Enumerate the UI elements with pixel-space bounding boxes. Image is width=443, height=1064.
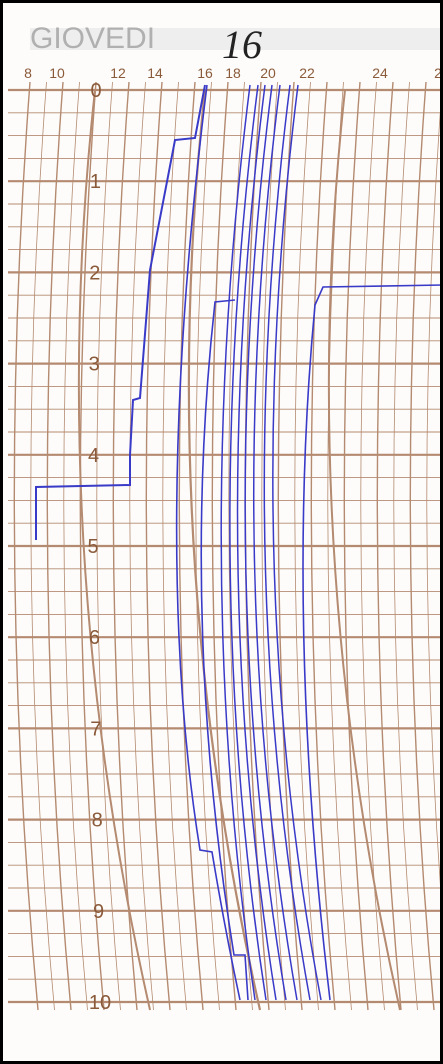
top-scale-label: 8	[24, 65, 32, 81]
side-scale-label: 6	[89, 627, 100, 649]
side-scale-label: 10	[89, 992, 111, 1014]
top-scale-label: 10	[49, 65, 65, 81]
day-label: GIOVEDI	[30, 22, 155, 55]
side-scale-label: 7	[90, 718, 101, 740]
side-scale-label: 1	[90, 171, 101, 193]
top-scale-label: 12	[110, 65, 126, 81]
handwritten-note: 16	[222, 22, 262, 67]
side-scale-label: 2	[89, 262, 100, 284]
top-scale-label: 14	[147, 65, 163, 81]
top-scale-label: 22	[299, 65, 315, 81]
top-scale-label: 18	[225, 65, 241, 81]
top-scale-label: 16	[197, 65, 213, 81]
side-scale-label: 3	[89, 354, 100, 376]
side-scale-label: 8	[92, 810, 103, 832]
side-scale-label: 4	[88, 445, 99, 467]
chart-scan: GIOVEDI 16 81012141618202224201234567891…	[0, 0, 443, 1064]
top-scale-label: 24	[372, 65, 388, 81]
top-scale-label: 20	[260, 65, 276, 81]
side-scale-label: 9	[93, 901, 104, 923]
side-scale-label: 0	[90, 80, 101, 102]
side-scale-label: 5	[87, 536, 98, 558]
